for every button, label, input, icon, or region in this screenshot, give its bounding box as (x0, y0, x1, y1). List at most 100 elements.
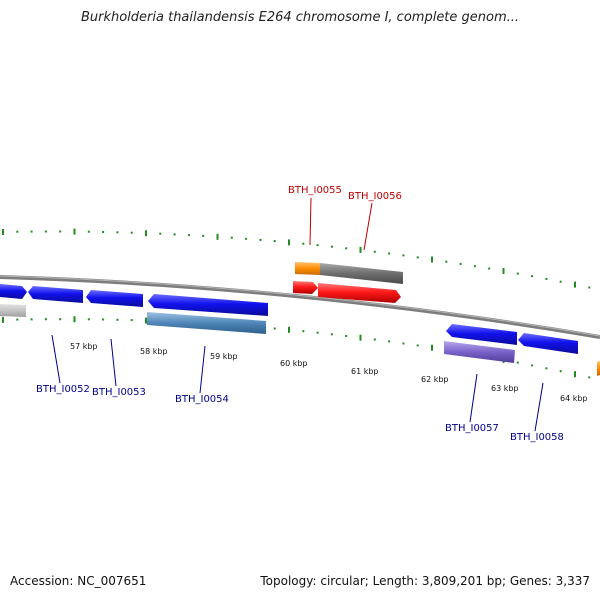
reverse-track-minor-tick (545, 367, 548, 370)
forward-track-minor-tick (130, 231, 133, 234)
forward-track-minor-tick (473, 265, 476, 268)
reverse-track-minor-tick (588, 376, 591, 379)
forward-track-major-tick (2, 229, 4, 235)
forward-track-minor-tick (459, 262, 462, 265)
cds-bth-i0056 (320, 263, 403, 284)
reverse-track-minor-tick (516, 361, 519, 364)
reverse-track-minor-tick (388, 340, 391, 343)
forward-track-major-tick (574, 281, 576, 288)
forward-track-minor-tick (102, 231, 105, 233)
orange-feature-right (597, 361, 600, 376)
gene-bth-i0054 (148, 294, 268, 316)
cds-bth-i0054 (147, 312, 266, 334)
forward-track-minor-tick (488, 267, 491, 270)
reverse-track-minor-tick (16, 318, 19, 321)
label-bth-i0054[interactable]: BTH_I0054 (175, 394, 229, 405)
forward-track-minor-tick (402, 254, 405, 257)
reverse-track-minor-tick (330, 333, 333, 336)
forward-track-minor-tick (559, 280, 562, 283)
forward-track-major-tick (359, 246, 362, 253)
forward-track-minor-tick (59, 230, 62, 233)
forward-track-minor-tick (273, 240, 276, 243)
forward-track-minor-tick (345, 247, 348, 250)
reverse-track-major-tick (2, 316, 4, 323)
gene-bth-i0053 (86, 290, 143, 307)
genome-backbone (0, 275, 600, 339)
forward-track-major-tick (216, 233, 219, 240)
forward-track-minor-tick (545, 277, 548, 280)
forward-track-major-tick (288, 239, 290, 246)
leader-bth-i0056 (363, 202, 373, 251)
forward-track-minor-tick (531, 275, 534, 278)
label-bth-i0058[interactable]: BTH_I0058 (510, 432, 564, 443)
reverse-track-minor-tick (531, 364, 534, 367)
reverse-track-major-tick (431, 344, 433, 351)
forward-track-minor-tick (16, 230, 19, 233)
reverse-track-minor-tick (302, 330, 305, 333)
scale-label-62kbp: 62 kbp (421, 375, 449, 384)
genome-backbone-highlight (0, 275, 600, 337)
gene-bth-i0058 (518, 333, 578, 354)
reverse-track-minor-tick (44, 318, 47, 321)
map-title: Burkholderia thailandensis E264 chromoso… (80, 10, 520, 25)
scale-label-60kbp: 60 kbp (280, 359, 308, 368)
cds-left-partial (0, 304, 26, 317)
forward-track-major-tick (145, 230, 147, 237)
leader-bth-i0057 (469, 373, 478, 423)
forward-track-major-tick (502, 268, 505, 274)
leader-bth-i0053 (110, 338, 117, 387)
forward-track-minor-tick (416, 256, 419, 259)
label-bth-i0055[interactable]: BTH_I0055 (288, 185, 342, 196)
reverse-track-minor-tick (559, 370, 562, 373)
reverse-track-major-tick (359, 334, 362, 341)
gene-left-partial (0, 284, 27, 299)
reverse-track-major-tick (145, 317, 147, 324)
gene-bth-i0056 (318, 283, 401, 303)
genome-summary: Topology: circular; Length: 3,809,201 bp… (260, 574, 590, 588)
scale-label-63kbp: 63 kbp (491, 384, 519, 393)
scale-label-57kbp: 57 kbp (70, 342, 98, 351)
reverse-track-minor-tick (116, 318, 119, 321)
forward-track-minor-tick (302, 242, 305, 245)
label-bth-i0056[interactable]: BTH_I0056 (348, 191, 402, 202)
forward-track-minor-tick (187, 234, 190, 237)
gene-bth-i0052 (28, 286, 83, 303)
forward-track-minor-tick (202, 234, 205, 237)
forward-track-minor-tick (259, 238, 262, 241)
forward-tick-marks (2, 228, 591, 289)
reverse-track-minor-tick (130, 319, 133, 322)
forward-track-minor-tick (330, 245, 333, 248)
orange-feature (295, 262, 320, 275)
scale-label-58kbp: 58 kbp (140, 347, 168, 356)
scale-label-61kbp: 61 kbp (351, 367, 379, 376)
reverse-track-minor-tick (30, 318, 33, 321)
reverse-track-minor-tick (316, 331, 319, 334)
leader-bth-i0054 (199, 345, 206, 394)
reverse-track-minor-tick (373, 338, 376, 341)
leader-bth-i0058 (534, 382, 544, 432)
forward-track-minor-tick (316, 244, 319, 247)
forward-track-minor-tick (44, 230, 47, 233)
leader-bth-i0052 (51, 334, 61, 384)
reverse-track-major-tick (288, 326, 290, 333)
label-bth-i0052[interactable]: BTH_I0052 (36, 384, 90, 395)
forward-track-minor-tick (173, 233, 176, 236)
label-bth-i0053[interactable]: BTH_I0053 (92, 387, 146, 398)
leader-bth-i0055 (309, 197, 312, 246)
reverse-track-minor-tick (345, 335, 348, 337)
forward-track-minor-tick (245, 237, 248, 240)
forward-track-minor-tick (516, 272, 519, 275)
reverse-track-major-tick (73, 316, 76, 323)
scale-label-64kbp: 64 kbp (560, 394, 588, 403)
forward-track-minor-tick (159, 232, 162, 235)
scale-label-59kbp: 59 kbp (210, 352, 238, 361)
reverse-track-minor-tick (87, 318, 90, 321)
label-bth-i0057[interactable]: BTH_I0057 (445, 423, 499, 434)
reverse-track-minor-tick (273, 327, 276, 330)
gene-bth-i0055 (293, 281, 318, 294)
forward-track-minor-tick (87, 230, 90, 233)
accession-label: Accession: NC_007651 (10, 574, 147, 588)
reverse-track-minor-tick (402, 342, 405, 345)
